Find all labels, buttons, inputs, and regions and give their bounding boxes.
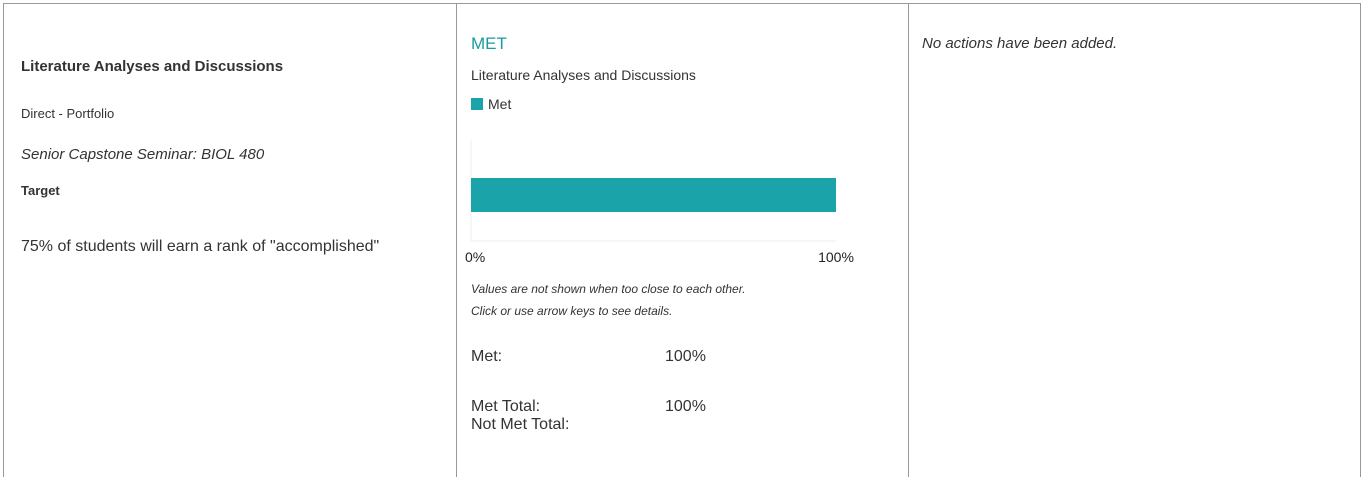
chart: 0% 100%	[465, 140, 854, 265]
summary-label: Met Total:	[471, 398, 541, 415]
course: Senior Capstone Seminar: BIOL 480	[21, 146, 265, 163]
border-left	[3, 3, 4, 477]
border-right	[1360, 3, 1361, 477]
summary-label: Met:	[471, 348, 503, 365]
summary-value: 100%	[665, 348, 706, 365]
bar	[471, 178, 836, 212]
chart-title: Literature Analyses and Discussions	[471, 67, 696, 83]
divider	[456, 3, 457, 477]
summary-label: Not Met Total:	[471, 416, 570, 433]
note: Values are not shown when too close to e…	[471, 282, 746, 296]
x-tick-label: 0%	[465, 249, 485, 265]
target-text: 75% of students will earn a rank of "acc…	[21, 238, 380, 255]
status: MET	[471, 34, 507, 53]
divider	[908, 3, 909, 477]
method: Direct - Portfolio	[21, 106, 115, 121]
target-label: Target	[21, 183, 60, 198]
measure-title: Literature Analyses and Discussions	[21, 58, 284, 75]
no-actions: No actions have been added.	[922, 35, 1118, 52]
border-top	[3, 3, 1360, 4]
legend-swatch	[471, 98, 483, 110]
note: Click or use arrow keys to see details.	[471, 304, 673, 318]
legend-label: Met	[488, 96, 512, 112]
x-tick-label: 100%	[818, 249, 854, 265]
summary-value: 100%	[665, 398, 706, 415]
